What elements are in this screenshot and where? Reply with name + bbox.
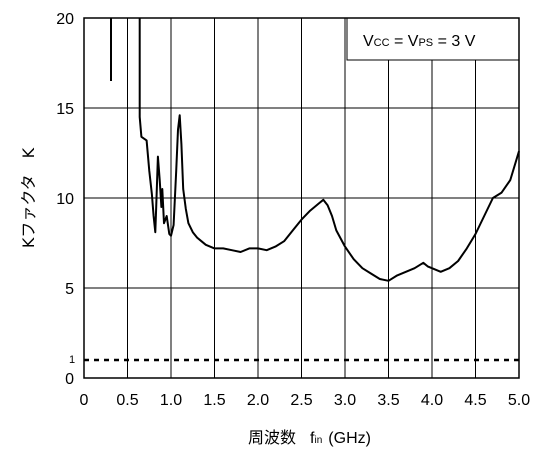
x-tick-label: 5.0 — [508, 392, 530, 409]
y-tick-label: 20 — [56, 11, 74, 28]
x-tick-label: 1.0 — [160, 392, 182, 409]
y-tick-label: 10 — [56, 191, 74, 208]
x-tick-label: 3.0 — [334, 392, 356, 409]
y-tick-label: 5 — [65, 281, 74, 298]
x-tick-label: 2.0 — [247, 392, 269, 409]
y-tick-label: 15 — [56, 101, 74, 118]
reference-line-group: 1 — [69, 354, 519, 366]
y-tick-labels: 0 5 10 15 20 — [56, 11, 74, 388]
x-tick-label: 0.5 — [116, 392, 138, 409]
y-tick-label: 0 — [65, 371, 74, 388]
x-tick-label: 0 — [80, 392, 89, 409]
annotation-text: VCC = VPS = 3 V — [363, 33, 476, 50]
x-tick-label: 4.5 — [464, 392, 486, 409]
x-tick-labels: 0 0.5 1.0 1.5 2.0 2.5 3.0 3.5 4.0 4.5 5.0 — [80, 392, 531, 409]
x-tick-label: 1.5 — [203, 392, 225, 409]
series-line — [138, 18, 520, 282]
x-tick-label: 4.0 — [421, 392, 443, 409]
series-group — [110, 18, 520, 282]
x-tick-label: 2.5 — [290, 392, 312, 409]
x-axis-label: 周波数 fin (GHz) — [248, 428, 371, 447]
reference-line-label: 1 — [69, 354, 75, 366]
y-axis-label: Kファクタ K — [19, 147, 38, 248]
x-tick-label: 3.5 — [377, 392, 399, 409]
plot-frame — [83, 17, 520, 379]
grid-lines — [84, 18, 519, 378]
